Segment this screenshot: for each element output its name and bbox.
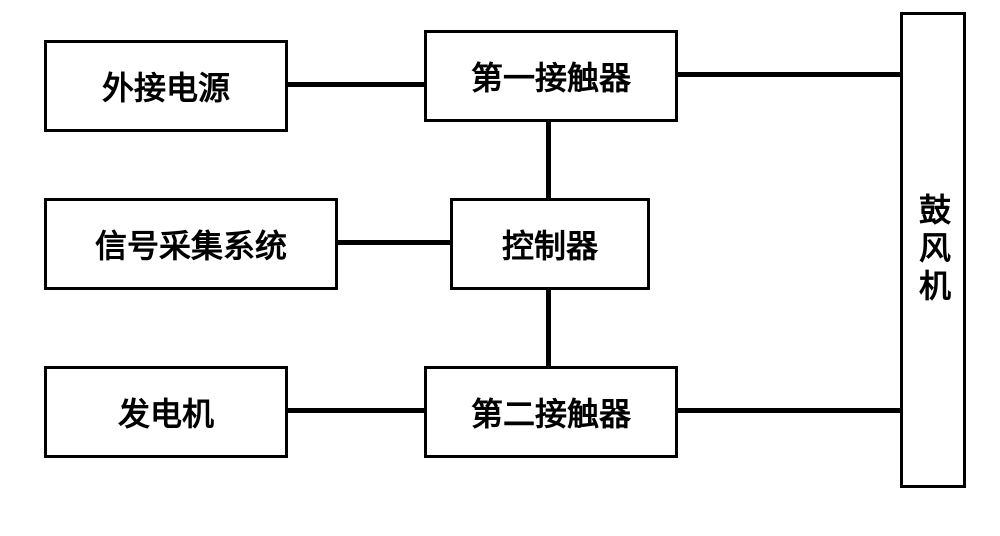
block-first-contactor: 第一接触器 [424,30,678,122]
block-controller: 控制器 [450,198,650,290]
diagram-canvas: 外接电源 信号采集系统 发电机 第一接触器 控制器 第二接触器 鼓风机 [0,0,1000,536]
label-blower: 鼓风机 [910,193,956,307]
label-controller: 控制器 [502,221,598,267]
block-second-contactor: 第二接触器 [424,366,678,458]
label-first-contactor: 第一接触器 [471,53,631,99]
label-second-contactor: 第二接触器 [471,389,631,435]
connector-line [288,408,424,413]
connector-line [546,290,551,366]
connector-line [678,408,900,413]
block-signal-system: 信号采集系统 [44,198,338,290]
connector-line [338,240,450,245]
block-external-power: 外接电源 [44,40,288,132]
block-generator: 发电机 [44,366,288,458]
label-signal-system: 信号采集系统 [95,221,287,267]
label-generator: 发电机 [118,389,214,435]
connector-line [288,82,424,87]
label-external-power: 外接电源 [102,63,230,109]
connector-line [678,72,900,77]
connector-line [546,122,551,198]
block-blower: 鼓风机 [900,12,966,488]
